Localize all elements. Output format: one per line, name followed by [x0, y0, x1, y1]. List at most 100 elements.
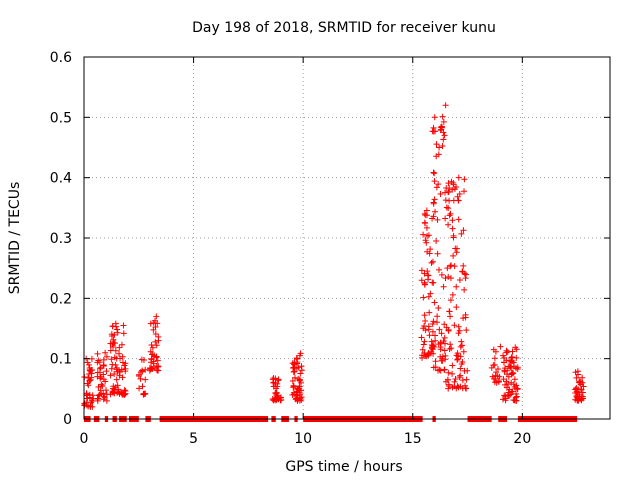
data-point-297: [296, 395, 303, 402]
data-point-290: [291, 368, 298, 375]
data-point-353: [420, 325, 427, 332]
data-point-330: [425, 326, 432, 333]
data-point-202: [152, 330, 159, 337]
data-point-479: [445, 205, 452, 212]
data-point-429: [435, 304, 442, 311]
data-point-363: [434, 250, 441, 257]
data-point-294: [297, 370, 304, 377]
data-point-562: [495, 379, 502, 386]
data-point-116: [110, 339, 117, 346]
data-point-437: [432, 337, 439, 344]
data-point-111: [108, 365, 115, 372]
data-point-134: [116, 344, 123, 351]
data-point-617: [511, 376, 518, 383]
data-point-335: [427, 290, 434, 297]
data-point-671: [579, 389, 586, 396]
data-point-296: [298, 367, 305, 374]
data-point-206: [150, 360, 157, 367]
data-point-317: [422, 220, 429, 227]
data-point-421: [442, 340, 449, 347]
data-point-304: [419, 346, 426, 353]
data-point-192: [150, 326, 157, 333]
y-tick-label-6: 0.6: [50, 50, 72, 66]
data-point-526: [457, 365, 464, 372]
data-point-155: [136, 385, 143, 392]
data-point-485: [456, 276, 463, 283]
data-point-558: [490, 375, 497, 382]
data-point-460: [449, 291, 456, 298]
y-axis-label: SRMTID / TECUs: [7, 182, 23, 295]
data-point-529: [456, 191, 463, 198]
data-point-172: [154, 357, 161, 364]
data-point-532: [446, 197, 453, 204]
data-point-681: [449, 186, 456, 193]
data-point-372: [441, 321, 448, 328]
data-point-323: [421, 338, 428, 345]
data-point-236: [272, 389, 279, 396]
data-point-427: [432, 332, 439, 339]
data-point-359: [430, 213, 437, 220]
data-point-612: [508, 354, 515, 361]
data-point-499: [461, 286, 468, 293]
data-point-495: [458, 230, 465, 237]
data-point-666: [573, 374, 580, 381]
data-point-423: [435, 341, 442, 348]
data-point-503: [459, 268, 466, 275]
data-point-404: [438, 330, 445, 337]
data-point-239: [269, 376, 276, 383]
data-point-601: [505, 389, 512, 396]
data-point-142: [113, 323, 120, 330]
data-point-540: [449, 225, 456, 232]
data-point-242: [275, 377, 282, 384]
data-point-592: [506, 357, 513, 364]
data-point-77: [97, 387, 104, 394]
data-point-435: [437, 190, 444, 197]
data-point-115: [110, 336, 117, 343]
data-point-518: [443, 324, 450, 331]
data-point-557: [492, 372, 499, 379]
data-point-117: [108, 356, 115, 363]
data-point-393: [432, 358, 439, 365]
data-point-241: [270, 375, 277, 382]
data-point-407: [440, 283, 447, 290]
data-point-120: [118, 341, 125, 348]
chart-title: Day 198 of 2018, SRMTID for receiver kun…: [192, 20, 496, 36]
data-point-337: [424, 232, 431, 239]
data-point-291: [298, 387, 305, 394]
data-point-28: [86, 391, 93, 398]
data-point-351: [422, 237, 429, 244]
data-point-559: [494, 366, 501, 373]
data-point-672: [576, 379, 583, 386]
data-point-440: [455, 216, 462, 223]
data-point-545: [462, 382, 469, 389]
data-point-74: [103, 387, 110, 394]
data-point-288: [291, 391, 298, 398]
data-point-422: [434, 313, 441, 320]
data-point-301: [420, 341, 427, 348]
data-point-411: [429, 320, 436, 327]
data-point-623: [503, 357, 510, 364]
data-point-678: [438, 126, 445, 133]
data-point-378: [434, 216, 441, 223]
data-point-530: [464, 367, 471, 374]
data-point-341: [422, 212, 429, 219]
data-point-491: [452, 376, 459, 383]
data-point-436: [439, 355, 446, 362]
data-point-541: [460, 348, 467, 355]
data-point-538: [453, 352, 460, 359]
data-point-149: [111, 390, 118, 397]
data-point-354: [421, 270, 428, 277]
data-point-161: [140, 357, 147, 364]
data-point-386: [430, 124, 437, 131]
data-point-487: [462, 275, 469, 282]
data-point-179: [147, 320, 154, 327]
data-point-352: [426, 332, 433, 339]
data-point-119: [107, 347, 114, 354]
data-point-675: [574, 393, 581, 400]
y-tick-label-2: 0.2: [50, 291, 72, 307]
data-point-501: [449, 384, 456, 391]
data-point-498: [443, 184, 450, 191]
data-point-150: [139, 383, 146, 390]
data-point-147: [121, 391, 128, 398]
data-point-79: [94, 397, 101, 404]
